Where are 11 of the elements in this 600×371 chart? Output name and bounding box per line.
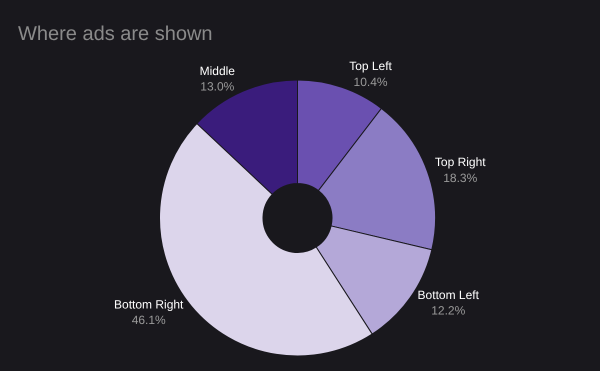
data-label: 18.3% bbox=[443, 170, 478, 185]
data-label: 12.2% bbox=[431, 303, 466, 318]
slice-label: Middle bbox=[200, 64, 236, 78]
slice-label: Top Right bbox=[434, 155, 486, 170]
slice-label: Bottom Left bbox=[418, 288, 480, 302]
data-label: 10.4% bbox=[354, 74, 388, 89]
data-label: 46.1% bbox=[132, 313, 166, 328]
slice-label: Bottom Right bbox=[114, 298, 184, 312]
data-label: 13.0% bbox=[200, 80, 235, 94]
chart-title: Where ads are shown bbox=[18, 22, 213, 45]
slice-label: Top Left bbox=[349, 59, 393, 74]
